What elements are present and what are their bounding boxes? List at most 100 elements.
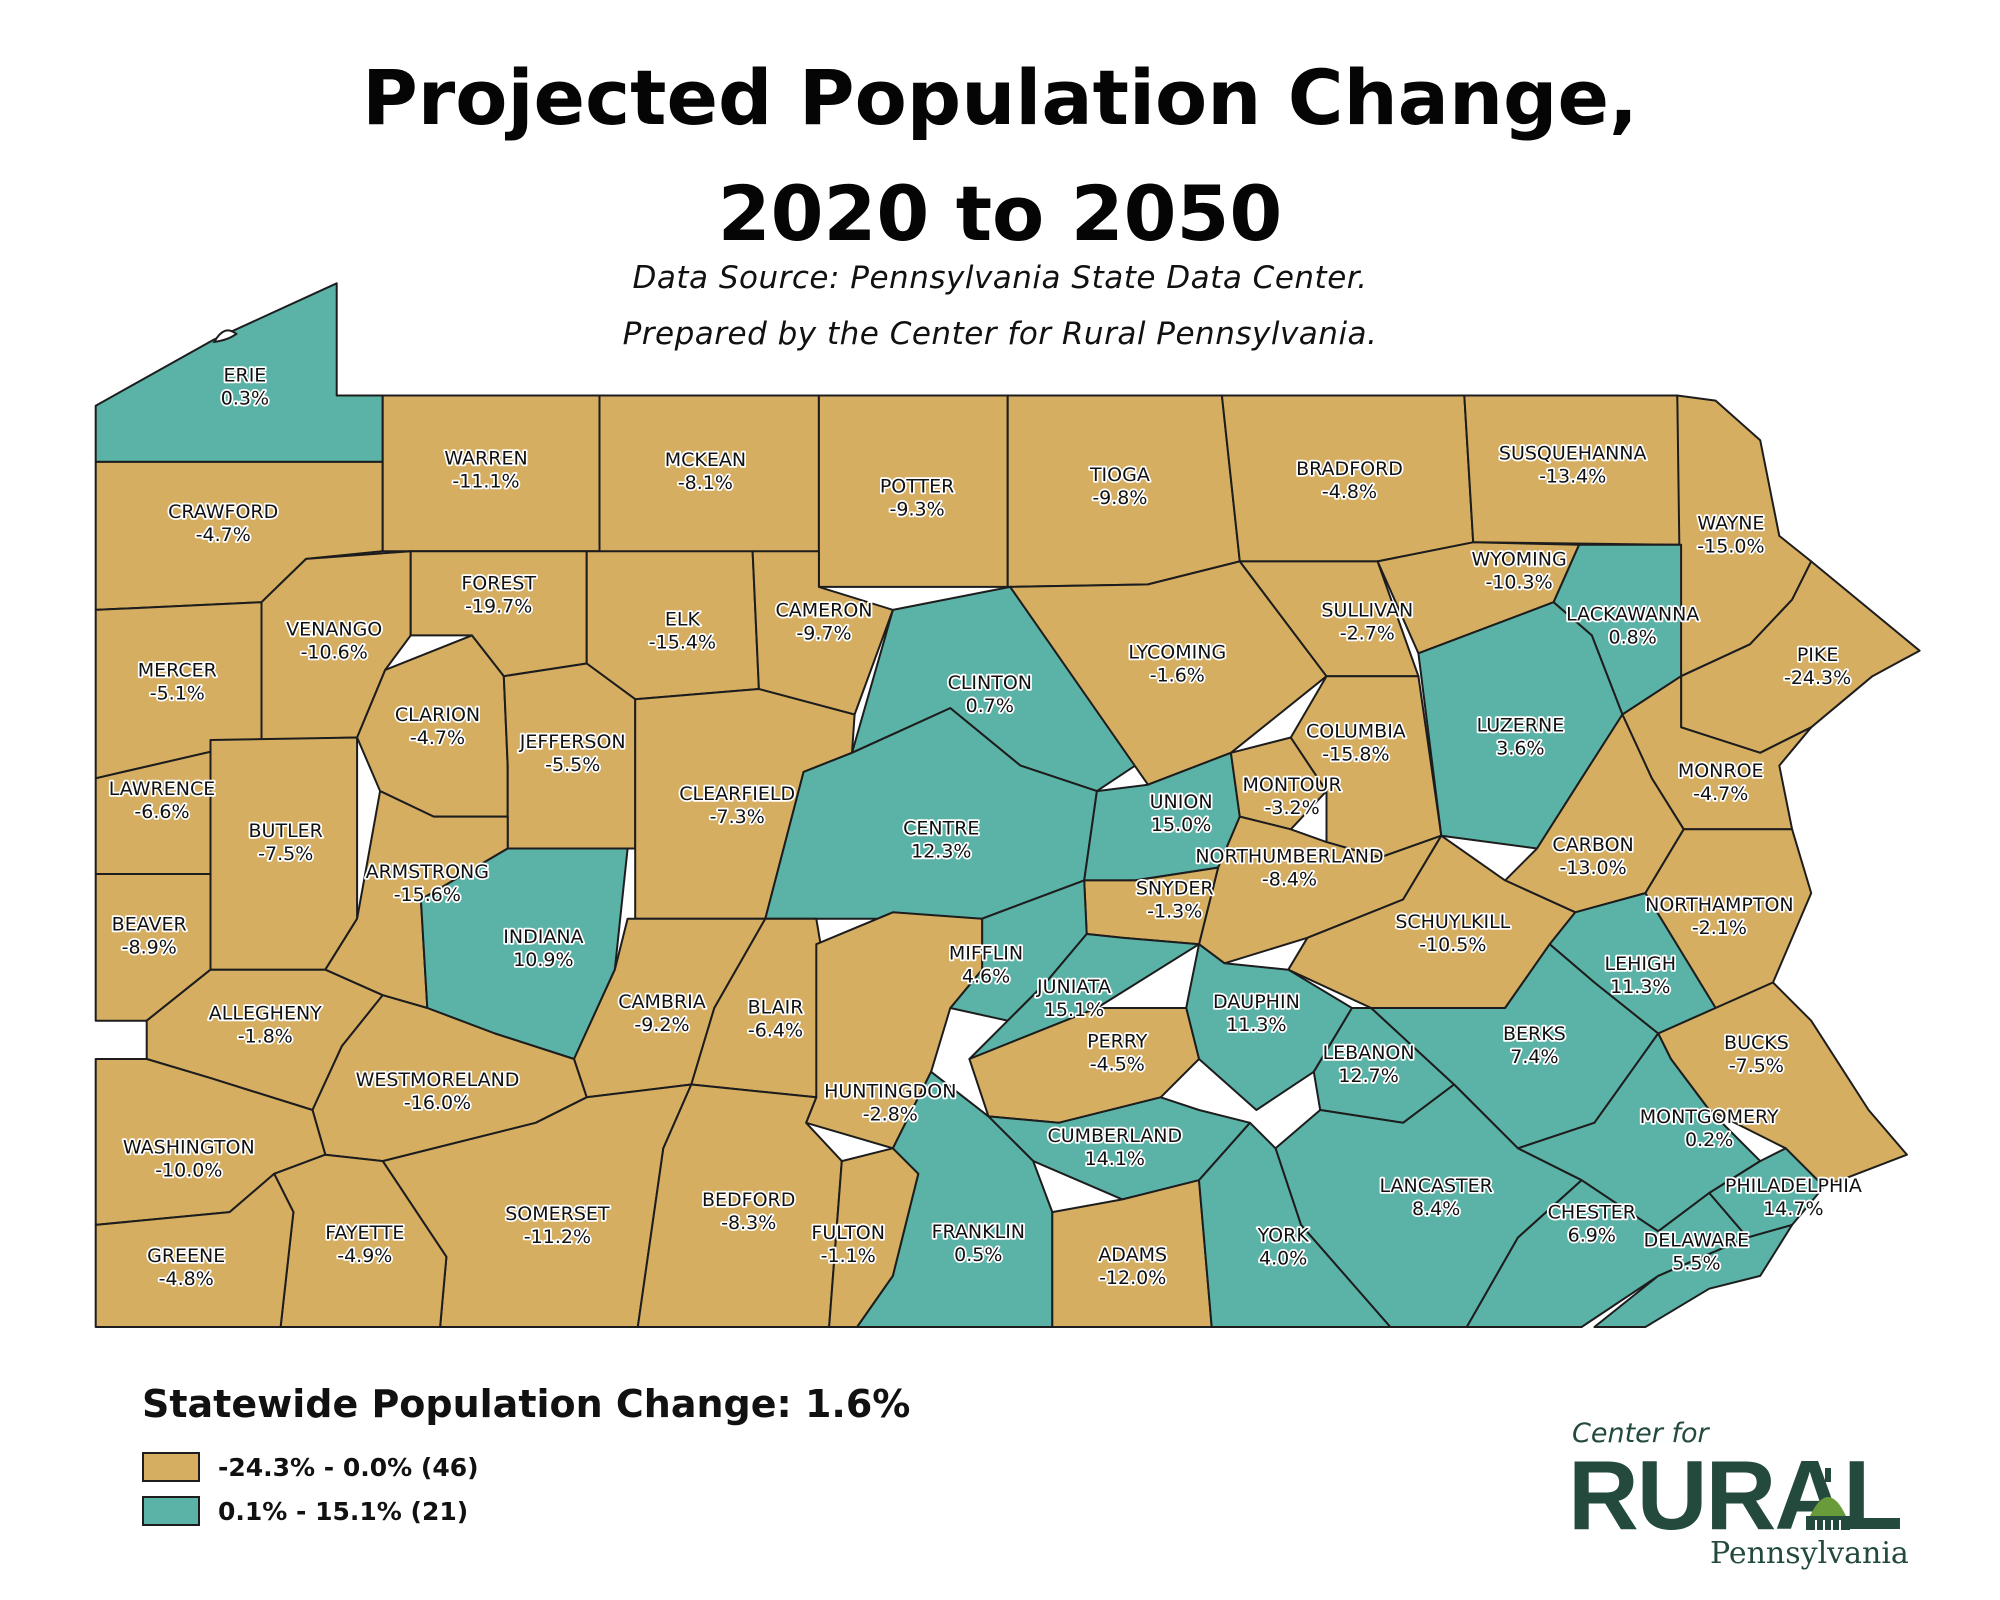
county-name-columbia: COLUMBIA <box>1306 721 1406 743</box>
county-change-perry: -4.5% <box>1090 1054 1145 1076</box>
county-change-cumberland: 14.1% <box>1085 1148 1145 1170</box>
county-name-allegheny: ALLEGHENY <box>209 1003 322 1025</box>
county-change-chester: 6.9% <box>1568 1225 1616 1247</box>
county-name-indiana: INDIANA <box>503 926 583 948</box>
county-name-cameron: CAMERON <box>775 599 872 621</box>
logo-center-for-text: Center for <box>1572 1418 1709 1449</box>
county-change-sullivan: -2.7% <box>1340 622 1395 644</box>
county-change-fulton: -1.1% <box>821 1245 876 1267</box>
county-name-fulton: FULTON <box>811 1222 885 1244</box>
county-name-york: YORK <box>1257 1225 1310 1247</box>
county-change-luzerne: 3.6% <box>1496 737 1544 759</box>
county-change-lehigh: 11.3% <box>1610 976 1670 998</box>
county-change-beaver: -8.9% <box>122 936 177 958</box>
map-title-line1: Projected Population Change, <box>362 53 1638 142</box>
county-shape-montour <box>1229 736 1328 831</box>
county-name-clearfield: CLEARFIELD <box>679 783 795 805</box>
center-for-rural-pennsylvania-logo: Center for RURAL Pennsylvania <box>1560 1418 1960 1571</box>
county-change-centre: 12.3% <box>911 841 971 863</box>
county-change-northampton: -2.1% <box>1692 917 1747 939</box>
county-name-juniata: JUNIATA <box>1036 976 1111 998</box>
county-name-susquehanna: SUSQUEHANNA <box>1499 443 1647 465</box>
county-name-lebanon: LEBANON <box>1323 1042 1415 1064</box>
county-change-bedford: -8.3% <box>721 1212 776 1234</box>
county-name-cumberland: CUMBERLAND <box>1047 1125 1182 1147</box>
county-name-armstrong: ARMSTRONG <box>366 861 489 883</box>
prepared-by-line: Prepared by the Center for Rural Pennsyl… <box>622 316 1378 352</box>
county-name-butler: BUTLER <box>249 820 323 842</box>
county-change-wayne: -15.0% <box>1697 536 1764 558</box>
county-name-schuylkill: SCHUYLKILL <box>1395 911 1510 933</box>
county-change-delaware: 5.5% <box>1672 1253 1720 1275</box>
county-change-juniata: 15.1% <box>1044 999 1104 1021</box>
county-name-clarion: CLARION <box>395 704 480 726</box>
map-title-line2: 2020 to 2050 <box>717 169 1283 258</box>
county-shape-greene <box>94 1172 295 1328</box>
county-shape-york <box>1198 1121 1392 1328</box>
county-shape-columbia <box>1289 675 1443 859</box>
county-change-mifflin: 4.6% <box>962 966 1010 988</box>
county-change-clearfield: -7.3% <box>710 806 765 828</box>
county-change-forest: -19.7% <box>465 596 532 618</box>
county-name-bucks: BUCKS <box>1724 1032 1789 1054</box>
legend-item-growth: 0.1% - 15.1% (21) <box>142 1496 468 1526</box>
county-name-venango: VENANGO <box>286 619 382 641</box>
county-change-northumberland: -8.4% <box>1262 869 1317 891</box>
county-name-luzerne: LUZERNE <box>1477 714 1565 736</box>
county-change-elk: -15.4% <box>649 631 716 653</box>
county-change-adams: -12.0% <box>1099 1267 1166 1289</box>
county-name-mifflin: MIFFLIN <box>949 943 1023 965</box>
county-change-mercer: -5.1% <box>150 682 205 704</box>
county-change-pike: -24.3% <box>1784 667 1851 689</box>
county-change-lawrence: -6.6% <box>134 801 189 823</box>
county-change-allegheny: -1.8% <box>238 1026 293 1048</box>
county-change-carbon: -13.0% <box>1559 857 1626 879</box>
county-shape-bedford <box>636 1083 843 1328</box>
county-change-indiana: 10.9% <box>513 949 573 971</box>
county-change-greene: -4.8% <box>159 1268 214 1290</box>
county-layer <box>94 282 1921 1328</box>
county-change-snyder: -1.3% <box>1147 901 1202 923</box>
county-name-crawford: CRAWFORD <box>168 501 278 523</box>
county-name-bradford: BRADFORD <box>1296 458 1403 480</box>
county-change-montgomery: 0.2% <box>1685 1129 1733 1151</box>
county-change-lackawanna: 0.8% <box>1609 626 1657 648</box>
county-change-venango: -10.6% <box>301 642 368 664</box>
county-name-adams: ADAMS <box>1098 1244 1167 1266</box>
county-change-fayette: -4.9% <box>337 1245 392 1267</box>
county-change-armstrong: -15.6% <box>394 884 461 906</box>
county-name-lancaster: LANCASTER <box>1380 1175 1493 1197</box>
county-change-huntingdon: -2.8% <box>863 1104 918 1126</box>
county-change-butler: -7.5% <box>258 843 313 865</box>
county-change-potter: -9.3% <box>890 499 945 521</box>
county-change-bradford: -4.8% <box>1322 481 1377 503</box>
county-name-montgomery: MONTGOMERY <box>1640 1106 1779 1128</box>
county-name-beaver: BEAVER <box>112 913 187 935</box>
presque-isle-outline <box>212 329 238 344</box>
county-name-wayne: WAYNE <box>1697 513 1764 535</box>
county-name-chester: CHESTER <box>1548 1202 1636 1224</box>
county-change-somerset: -11.2% <box>524 1226 591 1248</box>
county-change-montour: -3.2% <box>1265 797 1320 819</box>
county-change-franklin: 0.5% <box>954 1244 1002 1266</box>
legend-swatch-growth <box>142 1496 200 1526</box>
county-name-northampton: NORTHAMPTON <box>1645 894 1794 916</box>
county-change-susquehanna: -13.4% <box>1539 466 1606 488</box>
county-name-lackawanna: LACKAWANNA <box>1566 603 1699 625</box>
county-name-union: UNION <box>1150 791 1213 813</box>
county-change-cambria: -9.2% <box>634 1014 689 1036</box>
county-change-jefferson: -5.5% <box>545 754 600 776</box>
county-change-erie: 0.3% <box>221 388 269 410</box>
county-change-warren: -11.1% <box>452 471 519 493</box>
county-change-westmoreland: -16.0% <box>404 1092 471 1114</box>
county-change-crawford: -4.7% <box>196 524 251 546</box>
county-name-washington: WASHINGTON <box>123 1137 255 1159</box>
county-change-lebanon: 12.7% <box>1338 1065 1398 1087</box>
county-change-york: 4.0% <box>1259 1248 1307 1270</box>
county-name-monroe: MONROE <box>1678 760 1764 782</box>
county-change-tioga: -9.8% <box>1092 487 1147 509</box>
county-name-wyoming: WYOMING <box>1471 548 1566 570</box>
county-name-tioga: TIOGA <box>1089 464 1150 486</box>
county-change-bucks: -7.5% <box>1729 1055 1784 1077</box>
